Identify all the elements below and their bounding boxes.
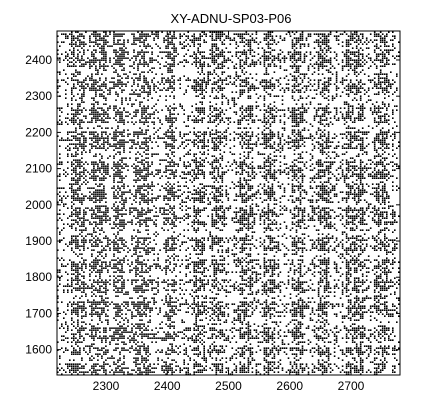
- y-tick-label: 1700: [25, 306, 52, 320]
- y-tick-label: 2000: [25, 198, 52, 212]
- y-tick-label: 1800: [25, 270, 52, 284]
- y-tick-label: 1600: [25, 343, 52, 357]
- y-tick-label: 2300: [25, 89, 52, 103]
- x-axis-ticks: 2300 2400 2500 2600 2700: [93, 31, 365, 393]
- x-tick-label: 2600: [276, 379, 303, 393]
- x-tick-label: 2500: [215, 379, 242, 393]
- y-axis-ticks: 1600 1700 1800 1900 2000 2100 2200 2300 2400: [25, 53, 400, 357]
- y-tick-label: 2400: [25, 53, 52, 67]
- x-tick-label: 2700: [338, 379, 365, 393]
- recurrence-points: [57, 31, 400, 375]
- y-tick-label: 2200: [25, 125, 52, 139]
- recurrence-dots: [57, 31, 400, 375]
- chart-title: XY-ADNU-SP03-P06: [171, 11, 292, 26]
- x-tick-label: 2400: [154, 379, 181, 393]
- y-tick-label: 2100: [25, 162, 52, 176]
- x-tick-label: 2300: [93, 379, 120, 393]
- y-tick-label: 1900: [25, 234, 52, 248]
